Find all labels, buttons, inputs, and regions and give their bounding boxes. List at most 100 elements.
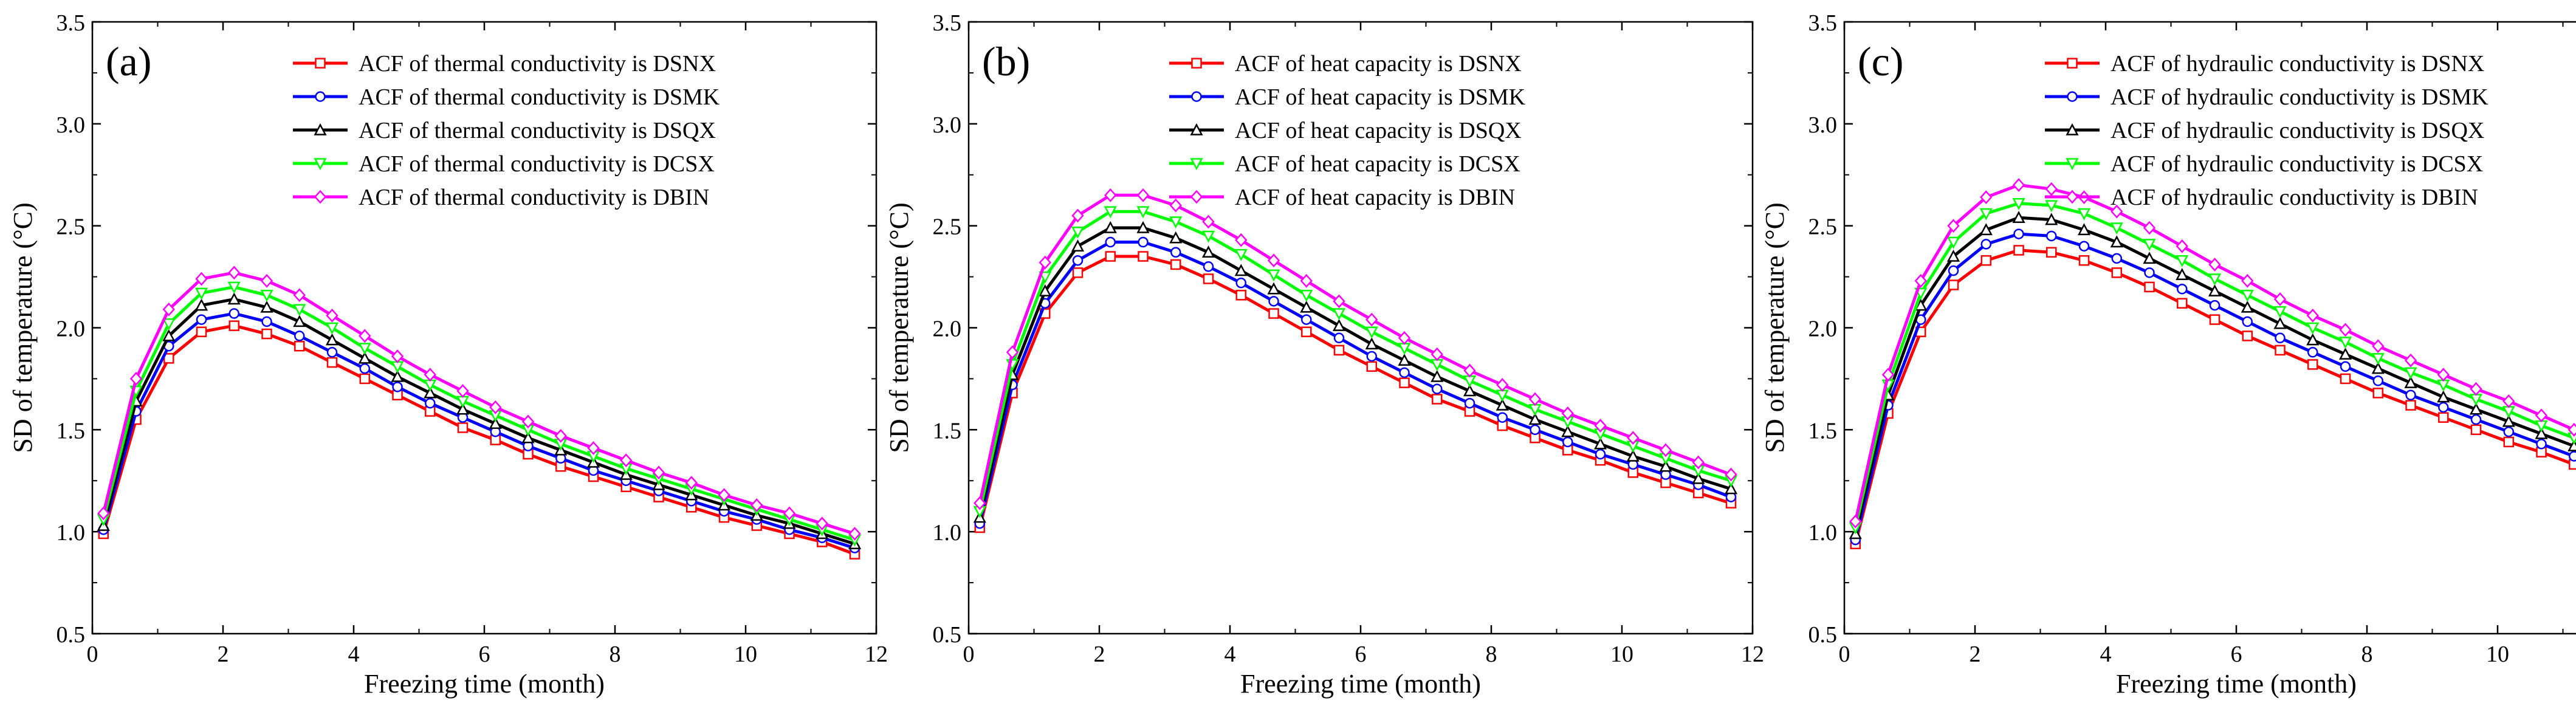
- legend-label: ACF of hydraulic conductivity is DSNX: [2111, 51, 2484, 77]
- data-point: [1170, 247, 1181, 258]
- data-point: [1399, 377, 1410, 388]
- data-point: [2273, 292, 2287, 306]
- data-point: [2502, 394, 2515, 408]
- data-point: [554, 429, 567, 443]
- data-point: [2110, 222, 2123, 235]
- data-point: [2241, 290, 2254, 302]
- data-point: [97, 506, 110, 521]
- data-point: [2469, 402, 2483, 415]
- legend-marker: [2066, 158, 2079, 171]
- data-point: [2046, 230, 2057, 242]
- data-point: [326, 347, 338, 358]
- data-point: [1071, 226, 1085, 239]
- data-point: [1431, 369, 1444, 382]
- data-point: [2470, 424, 2482, 436]
- series-line: [978, 255, 1732, 529]
- y-tick-label: 0.5: [1808, 622, 1838, 648]
- legend-label: ACF of heat capacity is DBIN: [1235, 185, 1515, 210]
- data-point: [2242, 316, 2253, 327]
- data-point: [260, 290, 273, 302]
- data-point: [1234, 264, 1248, 276]
- data-point: [391, 369, 404, 382]
- series-line: [101, 324, 856, 556]
- data-point: [620, 453, 633, 468]
- data-point: [2176, 255, 2189, 267]
- data-point: [2340, 373, 2351, 385]
- data-point: [1432, 394, 1443, 405]
- series-line: [978, 193, 1732, 504]
- data-point: [1398, 354, 1411, 366]
- legend: ACF of heat capacity is DSNX ACF of heat …: [1169, 51, 1526, 210]
- data-point: [260, 273, 273, 288]
- legend-marker: [1191, 58, 1202, 69]
- data-point: [1979, 208, 1993, 221]
- data-point: [424, 368, 436, 382]
- data-point: [1496, 378, 1509, 392]
- data-point: [1104, 188, 1117, 202]
- data-point: [358, 351, 371, 364]
- series-line: [978, 241, 1732, 524]
- y-tick-label: 0.5: [57, 622, 86, 648]
- data-point: [1626, 449, 1640, 462]
- series-3: [973, 221, 1738, 523]
- data-point: [2503, 426, 2515, 437]
- y-tick-label: 1.0: [933, 520, 962, 546]
- data-point: [1268, 308, 1279, 319]
- data-point: [2177, 283, 2188, 295]
- data-point: [228, 320, 240, 331]
- legend-label: ACF of thermal conductivity is DSNX: [359, 51, 716, 77]
- data-point: [196, 314, 207, 325]
- data-point: [1039, 284, 1052, 296]
- x-tick-label: 2: [1094, 642, 1105, 667]
- data-point: [2045, 182, 2058, 196]
- data-point: [2012, 197, 2025, 210]
- legend: ACF of thermal conductivity is DSNX ACF o…: [293, 51, 720, 210]
- legend: ACF of hydraulic conductivity is DSNX ACF…: [2045, 51, 2488, 210]
- data-point: [2012, 211, 2025, 223]
- data-point: [718, 488, 730, 502]
- data-point: [2372, 375, 2384, 386]
- y-tick-label: 1.5: [1808, 418, 1838, 444]
- legend-marker: [1190, 123, 1203, 135]
- series-line: [101, 271, 856, 535]
- data-point: [456, 384, 469, 398]
- data-point: [1169, 198, 1182, 213]
- data-point: [1947, 219, 1960, 233]
- x-axis-label: Freezing time (month): [1240, 669, 1481, 699]
- data-point: [2340, 361, 2351, 372]
- data-point: [2306, 308, 2319, 323]
- data-point: [2338, 337, 2352, 349]
- legend-label: ACF of hydraulic conductivity is DSMK: [2111, 84, 2488, 110]
- data-point: [2569, 451, 2576, 462]
- data-point: [1202, 214, 1215, 229]
- x-axis-label: Freezing time (month): [364, 669, 605, 699]
- data-point: [2535, 408, 2548, 423]
- data-point: [1463, 384, 1477, 397]
- data-point: [391, 349, 404, 363]
- series-1: [1850, 245, 2576, 550]
- y-tick-label: 2.5: [1808, 214, 1838, 240]
- data-point: [1333, 332, 1345, 344]
- series-3: [97, 292, 862, 550]
- data-point: [489, 417, 502, 430]
- series-line: [978, 210, 1732, 512]
- panel-label: (a): [106, 38, 151, 84]
- chart-panel-1: 0.5 1.0 1.5 2.0 2.5 3.0 3.5 0 2 4 6 8 10 12 Freezing t…: [8, 10, 888, 699]
- data-point: [1530, 424, 1540, 436]
- legend-marker: [314, 158, 327, 171]
- data-point: [2077, 208, 2091, 221]
- data-point: [2110, 235, 2123, 248]
- data-point: [2013, 245, 2024, 256]
- data-point: [260, 300, 273, 313]
- legend-label: ACF of hydraulic conductivity is DCSX: [2111, 151, 2483, 177]
- data-point: [1365, 337, 1378, 350]
- y-tick-label: 2.5: [57, 214, 86, 240]
- data-point: [1169, 231, 1183, 244]
- data-point: [2177, 298, 2188, 309]
- data-point: [2371, 353, 2385, 366]
- series-4: [973, 206, 1738, 518]
- y-tick-label: 3.0: [933, 112, 962, 138]
- data-point: [1072, 267, 1084, 278]
- series-line: [1853, 183, 2576, 522]
- x-tick-label: 10: [734, 642, 757, 667]
